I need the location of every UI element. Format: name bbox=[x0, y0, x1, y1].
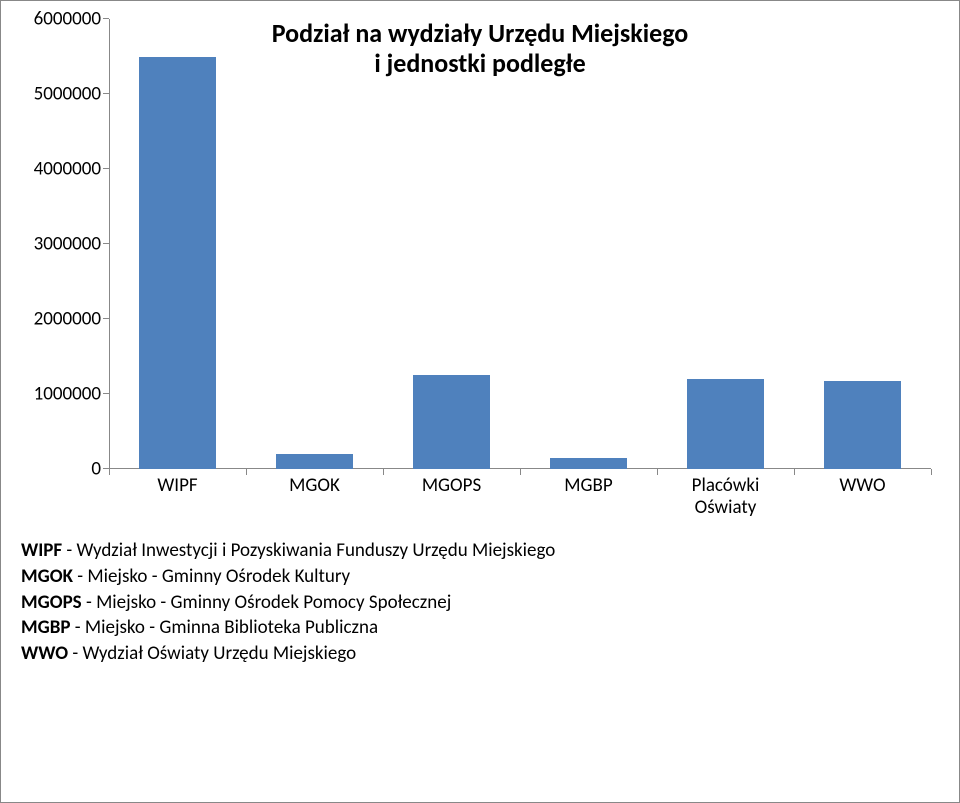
legend-desc: - Miejsko - Gminna Biblioteka Publiczna bbox=[70, 616, 378, 639]
chart-container: Podział na wydziały Urzędu Miejskiego i … bbox=[0, 0, 960, 803]
x-tick-mark bbox=[931, 469, 932, 475]
legend: WIPF - Wydział Inwestycji i Pozyskiwania… bbox=[21, 539, 941, 666]
y-tick-label: 5000000 bbox=[19, 83, 101, 106]
x-axis-label: MGOPS bbox=[383, 475, 520, 519]
x-axis-label: MGOK bbox=[246, 475, 383, 519]
x-axis-labels: WIPFMGOKMGOPSMGBPPlacówkiOświatyWWO bbox=[109, 475, 931, 519]
bar bbox=[276, 454, 353, 469]
legend-item: MGOPS - Miejsko - Gminny Ośrodek Pomocy … bbox=[21, 591, 941, 615]
legend-item: WWO - Wydział Oświaty Urzędu Miejskiego bbox=[21, 642, 941, 666]
plot-area: Podział na wydziały Urzędu Miejskiego i … bbox=[19, 19, 941, 469]
chart-body bbox=[109, 19, 931, 469]
bar bbox=[413, 375, 490, 469]
bar bbox=[687, 379, 764, 469]
legend-item: MGBP - Miejsko - Gminna Biblioteka Publi… bbox=[21, 616, 941, 640]
legend-abbr: WWO bbox=[21, 642, 68, 665]
bar bbox=[824, 381, 901, 470]
x-axis-label: PlacówkiOświaty bbox=[657, 475, 794, 519]
bar-slot bbox=[246, 19, 383, 469]
legend-desc: - Miejsko - Gminny Ośrodek Kultury bbox=[73, 565, 350, 588]
x-axis-label: WIPF bbox=[109, 475, 246, 519]
legend-item: MGOK - Miejsko - Gminny Ośrodek Kultury bbox=[21, 565, 941, 589]
y-tick-label: 4000000 bbox=[19, 158, 101, 181]
legend-abbr: MGOK bbox=[21, 565, 73, 588]
x-axis-label-line1: Placówki bbox=[657, 475, 794, 497]
x-axis-label-line1: MGOK bbox=[246, 475, 383, 497]
bar-slot bbox=[383, 19, 520, 469]
legend-abbr: MGBP bbox=[21, 616, 70, 639]
y-tick-label: 6000000 bbox=[19, 8, 101, 31]
legend-abbr: WIPF bbox=[21, 539, 62, 562]
bar-slot bbox=[520, 19, 657, 469]
x-axis-label-line2: Oświaty bbox=[657, 497, 794, 519]
x-axis-label-line1: MGOPS bbox=[383, 475, 520, 497]
x-axis-label: WWO bbox=[794, 475, 931, 519]
y-tick-label: 0 bbox=[19, 458, 101, 481]
y-tick-label: 3000000 bbox=[19, 233, 101, 256]
x-axis-label-line1: WWO bbox=[794, 475, 931, 497]
y-axis: 0100000020000003000000400000050000006000… bbox=[19, 19, 109, 469]
x-axis-label-line1: WIPF bbox=[109, 475, 246, 497]
legend-desc: - Wydział Inwestycji i Pozyskiwania Fund… bbox=[62, 539, 555, 562]
legend-item: WIPF - Wydział Inwestycji i Pozyskiwania… bbox=[21, 539, 941, 563]
bars-group bbox=[109, 19, 931, 469]
bar-slot bbox=[657, 19, 794, 469]
legend-desc: - Miejsko - Gminny Ośrodek Pomocy Społec… bbox=[82, 591, 452, 614]
y-tick-label: 2000000 bbox=[19, 308, 101, 331]
x-axis-label: MGBP bbox=[520, 475, 657, 519]
bar bbox=[550, 458, 627, 469]
legend-desc: - Wydział Oświaty Urzędu Miejskiego bbox=[68, 642, 356, 665]
bar bbox=[139, 57, 216, 470]
bar-slot bbox=[109, 19, 246, 469]
x-axis-label-line1: MGBP bbox=[520, 475, 657, 497]
bar-slot bbox=[794, 19, 931, 469]
legend-abbr: MGOPS bbox=[21, 591, 82, 614]
y-tick-label: 1000000 bbox=[19, 383, 101, 406]
